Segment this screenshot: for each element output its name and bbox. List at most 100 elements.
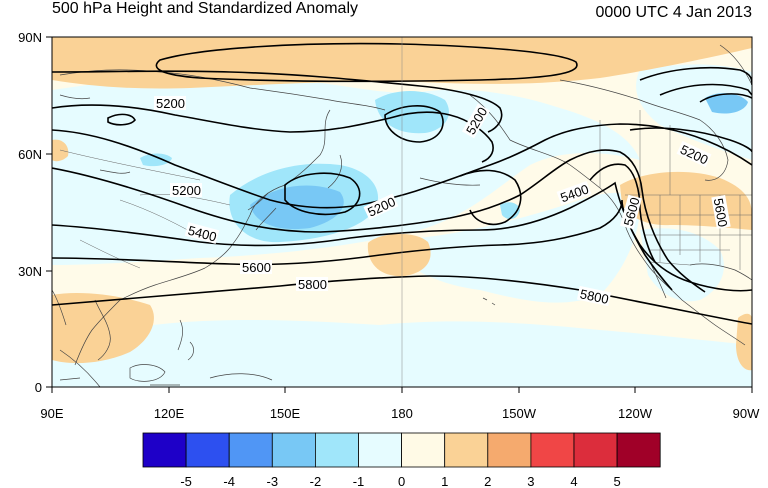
coast-aleutians (419, 177, 481, 186)
coast-india (52, 289, 67, 326)
coast-gulf-of-mexico (689, 263, 752, 281)
boundary-us-states-a (659, 195, 741, 270)
contour-label-bg-5800-b (576, 285, 612, 307)
tick-label-90n: 90N (18, 30, 42, 45)
contour-label-bg-5200-e (676, 140, 712, 168)
coast-china (119, 267, 206, 301)
tick-label-150e: 150E (270, 406, 301, 421)
contour-greenland-low-mid (659, 83, 752, 96)
contour-greenland-low-inner (699, 93, 752, 103)
coast-asia-east (204, 109, 331, 269)
pos-anomaly-east-pacific (736, 313, 752, 371)
neg-anomaly-southwest-us (640, 228, 724, 302)
tick-label-30n: 30N (18, 264, 42, 279)
tick-label-120e: 120E (154, 406, 185, 421)
coastlines (52, 44, 752, 387)
tick-label-120w: 120W (618, 406, 653, 421)
contour-5200-north (52, 123, 752, 209)
contour-label-5600-a: 5600 (242, 260, 271, 275)
contour-label-bg-5800-a (296, 277, 328, 291)
colorbar-label: -4 (223, 474, 235, 488)
longitude-labels: 90E 120E 150E 180 150W 120W 90W (40, 406, 760, 421)
colorbar-swatch (185, 432, 230, 468)
coast-philippines (177, 319, 194, 361)
contour-label-group: 5200 5200 5200 5200 5200 5400 5400 5600 … (154, 96, 731, 307)
colorbar-swatch (228, 432, 273, 468)
coast-australia (59, 377, 180, 386)
valid-time: 0000 UTC 4 Jan 2013 (595, 4, 752, 21)
neg-anomaly-gulf-alaska (500, 202, 520, 220)
colorbar-swatch (487, 432, 532, 468)
coast-borneo (129, 364, 166, 382)
colorbar-swatch (616, 432, 661, 468)
contour-hudson-bay (629, 127, 752, 153)
coast-sumatra (59, 349, 101, 387)
coast-central-asia-lakes (59, 94, 131, 174)
map-panel: 5200 5200 5200 5200 5200 5400 5400 5600 … (52, 37, 752, 387)
contour-5800 (52, 275, 752, 325)
neg-anomaly-siberia (140, 153, 172, 167)
contour-arctic-ridge (155, 42, 578, 83)
colorbar-swatch (573, 432, 618, 468)
contour-low-siberia (107, 113, 136, 126)
contour-low-east-asia (284, 172, 361, 216)
contour-label-bg-5400-a (184, 222, 220, 244)
colorbar-label: 3 (527, 474, 534, 488)
coast-canadian-arctic (559, 79, 701, 121)
pos-anomaly-west-asia (52, 139, 69, 162)
colorbar-label: 1 (441, 474, 448, 488)
coast-hudson-bay (699, 119, 729, 181)
contour-arctic-5200 (52, 104, 494, 163)
colorbar-swatch (401, 432, 446, 468)
contour-label-5600-b: 5600 (621, 196, 643, 228)
coast-alaska (469, 94, 601, 189)
contour-pacific-trough (459, 169, 522, 226)
height-contours (52, 42, 752, 325)
neg-anomaly-pacific-arc (400, 193, 640, 303)
colorbar-label: -5 (180, 474, 192, 488)
coast-indochina (94, 299, 111, 361)
colorbar-swatch (271, 432, 316, 468)
coast-southeast-asia (74, 299, 121, 366)
pos-anomaly-central-pacific (367, 233, 431, 277)
boundary-us-states-b (640, 214, 752, 251)
contour-label-5800-a: 5800 (298, 277, 327, 292)
contour-label-5800-b: 5800 (579, 286, 610, 307)
coast-japan (247, 192, 277, 231)
colorbar-label: -1 (353, 474, 365, 488)
contour-label-5200-b: 5200 (172, 183, 201, 198)
contour-5600 (52, 199, 752, 292)
colorbar-swatch (314, 432, 359, 468)
coast-new-guinea (209, 373, 273, 381)
coast-greenland (719, 44, 752, 86)
neg-anomaly-northeast (636, 64, 752, 160)
coast-kamchatka (327, 154, 342, 189)
tick-label-equator: 0 (35, 380, 42, 395)
contour-label-bg-5200-a (154, 96, 186, 110)
tick-label-90w: 90W (733, 406, 760, 421)
colorbar-label: -2 (310, 474, 322, 488)
contour-low-arctic-a (384, 105, 444, 143)
colorbar-swatch (358, 432, 402, 468)
contour-label-bg-5200-c (363, 193, 399, 220)
neg-anomaly-greenland (705, 93, 748, 114)
tick-label-180: 180 (391, 406, 413, 421)
map-title: 500 hPa Height and Standardized Anomaly (52, 0, 358, 17)
pos-anomaly-southeast-asia (52, 293, 154, 364)
contour-label-5600-c: 5600 (711, 197, 731, 228)
negative-anomaly-shading (52, 64, 752, 387)
colorbar-label: 2 (484, 474, 491, 488)
contour-label-bg-5600-b (620, 194, 642, 230)
colorbar-label: -3 (267, 474, 279, 488)
contour-label-bg-5200-d (461, 103, 491, 139)
colorbar-label: 0 (398, 474, 405, 488)
neg-anomaly-arctic (375, 91, 449, 134)
contour-north-america-trough (589, 163, 656, 263)
contour-label-bg-5400-b (556, 180, 592, 206)
neg-anomaly-east-asia-inner (250, 185, 344, 230)
coast-hawaii (482, 297, 496, 306)
colorbar-label: 4 (570, 474, 577, 488)
colorbar-label: 5 (613, 474, 620, 488)
colorbar: -5 -4 -3 -2 -1 0 1 2 3 4 5 (142, 432, 661, 488)
